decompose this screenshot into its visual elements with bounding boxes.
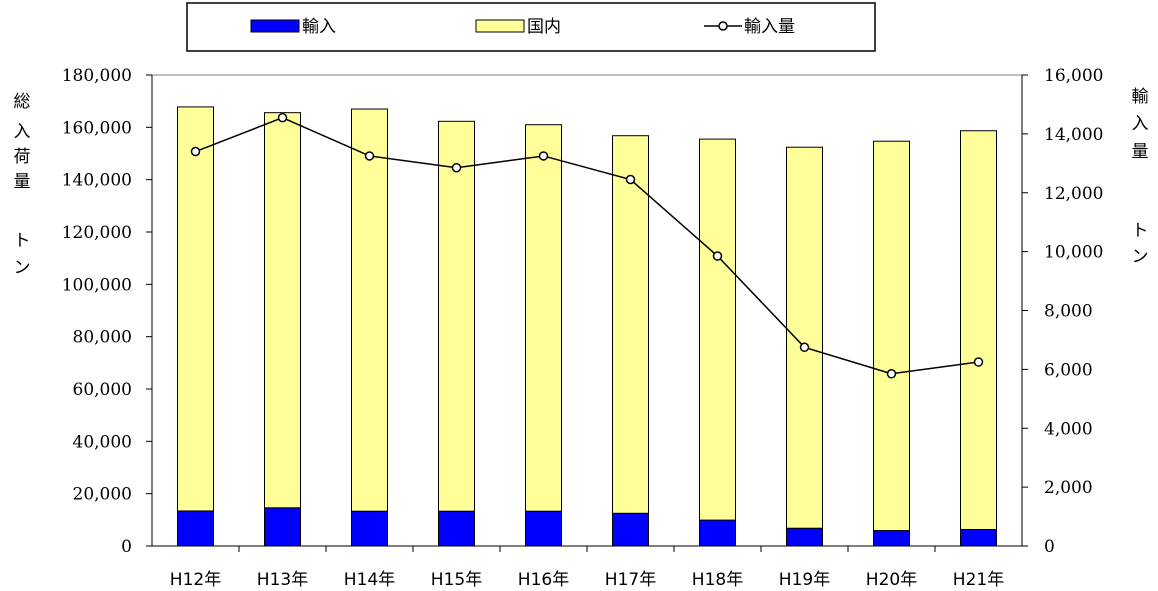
right-axis-title-char: 入: [1132, 114, 1149, 134]
bar-segment-domestic: [264, 112, 301, 509]
left-axis-title-char: 荷: [14, 147, 31, 167]
bar-segment-import: [438, 510, 475, 547]
category-label: H15年: [431, 570, 482, 590]
import-volume-line: [190, 112, 984, 379]
bar-segment-domestic: [525, 124, 562, 512]
right-axis-title-char: ト: [1132, 221, 1149, 241]
legend-swatch-import: [250, 19, 300, 33]
bar-segment-import: [525, 510, 562, 547]
import-volume-marker: [364, 151, 375, 161]
left-tick-label: 0: [121, 537, 132, 557]
category-label: H14年: [344, 570, 395, 590]
right-tick-label: 0: [1044, 537, 1055, 557]
right-tick-label: 2,000: [1044, 478, 1093, 498]
legend-label: 輸入量: [744, 17, 795, 37]
left-tick-label: 180,000: [62, 66, 132, 86]
left-tick-label: 140,000: [62, 171, 132, 191]
left-tick-label: 20,000: [73, 485, 132, 505]
category-label: H19年: [779, 570, 830, 590]
legend-label: 輸入: [302, 17, 336, 37]
category-axis: H12年 H13年 H14年 H15年 H16年 H17年 H18年 H19年 H20年 H21年: [170, 546, 1004, 590]
category-label: H13年: [257, 570, 308, 590]
bar-segment-domestic: [786, 146, 823, 529]
right-axis: 0 2,000 4,000 6,000 8,000 10,000 12,000 14,000 1…: [1022, 66, 1103, 557]
legend-label: 国内: [527, 17, 561, 37]
right-tick-label: 8,000: [1044, 302, 1093, 322]
bar-segment-domestic: [960, 130, 997, 531]
left-tick-label: 120,000: [62, 223, 132, 243]
right-tick-label: 16,000: [1044, 66, 1103, 86]
import-volume-marker: [538, 151, 549, 161]
bar-segment-domestic: [873, 140, 910, 532]
left-axis-title-char: 量: [14, 172, 31, 192]
right-tick-label: 4,000: [1044, 419, 1093, 439]
left-axis-title-char: 入: [14, 122, 31, 142]
bar-segment-domestic: [177, 106, 214, 512]
bar-segment-import: [351, 510, 388, 547]
right-tick-label: 12,000: [1044, 184, 1103, 204]
right-tick-label: 10,000: [1044, 243, 1103, 263]
left-axis-title-char: ト: [14, 231, 31, 251]
import-volume-marker: [973, 357, 984, 367]
legend-line-marker: [718, 21, 728, 31]
bar-segment-import: [786, 527, 823, 547]
bar-segment-import: [699, 519, 736, 547]
import-volume-marker: [625, 174, 636, 185]
import-volume-marker: [712, 251, 723, 261]
import-volume-marker: [799, 342, 810, 353]
right-axis-title-char: 輸: [1132, 87, 1149, 107]
left-axis: 0 20,000 40,000 60,000 80,000 100,000 120,000 1…: [62, 66, 152, 557]
bar-segment-domestic: [699, 138, 736, 521]
legend: 輸入 国内 輸入量: [186, 2, 876, 52]
category-label: H17年: [605, 570, 656, 590]
bar-segment-import: [873, 530, 910, 547]
bar-segment-domestic: [438, 120, 475, 512]
bar-segment-domestic: [351, 108, 388, 512]
import-volume-polyline: [195, 116, 979, 375]
import-volume-marker: [886, 369, 897, 379]
bars: [177, 106, 997, 547]
category-label: H20年: [866, 570, 917, 590]
legend-box: [186, 2, 876, 52]
import-volume-marker: [190, 146, 201, 157]
left-tick-label: 60,000: [73, 380, 132, 400]
right-tick-label: 14,000: [1044, 125, 1103, 145]
bar-segment-import: [177, 510, 214, 547]
import-volume-marker: [277, 112, 288, 123]
right-axis-title-char: 量: [1132, 142, 1149, 162]
bar-segment-import: [960, 529, 997, 547]
import-volume-marker: [451, 162, 462, 173]
left-tick-label: 40,000: [73, 432, 132, 452]
category-label: H21年: [953, 570, 1004, 590]
bar-segment-import: [612, 512, 649, 547]
category-label: H16年: [518, 570, 569, 590]
left-axis-title-char: 総: [14, 92, 31, 112]
left-axis-title-char: ン: [14, 258, 31, 278]
bar-segment-import: [264, 507, 301, 547]
left-tick-label: 80,000: [73, 328, 132, 348]
legend-swatch-domestic: [475, 19, 525, 33]
category-label: H12年: [170, 570, 221, 590]
left-tick-label: 160,000: [62, 118, 132, 138]
left-tick-label: 100,000: [62, 275, 132, 295]
bar-segment-domestic: [612, 135, 649, 514]
right-tick-label: 6,000: [1044, 360, 1093, 380]
category-label: H18年: [692, 570, 743, 590]
right-axis-title-char: ン: [1132, 247, 1149, 267]
